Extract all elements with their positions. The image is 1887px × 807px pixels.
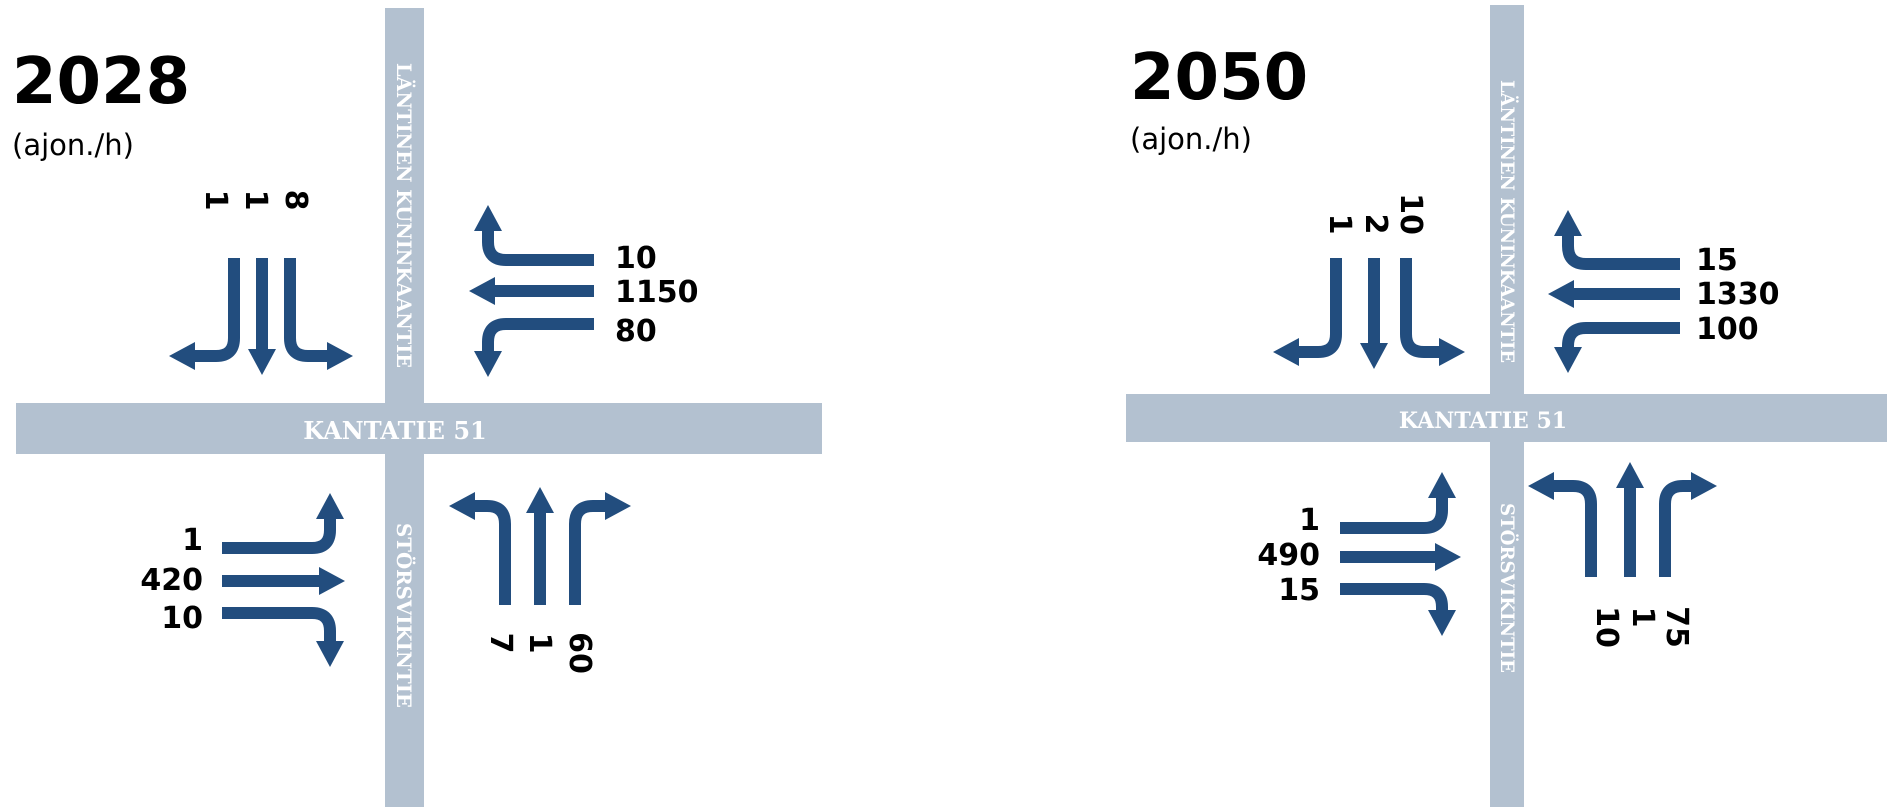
north-approach-arrows: [169, 258, 353, 375]
volume-label: 15: [1696, 243, 1738, 278]
south-approach-volumes: 7 1 60: [483, 632, 597, 674]
east-approach-volumes: 15 1330 100: [1696, 243, 1780, 347]
volume-label: 10: [1393, 193, 1428, 235]
turn-arrow-icon: [569, 492, 631, 605]
turn-arrow-icon: [169, 258, 240, 370]
unit-label: (ajon./h): [12, 128, 134, 162]
south-approach-arrows: [449, 487, 631, 605]
volume-label: 60: [562, 632, 597, 674]
volume-label: 15: [1278, 573, 1320, 608]
volume-label: 1: [522, 633, 557, 654]
volume-label: 10: [1589, 606, 1624, 648]
intersection-diagram: KANTATIE 51 LÄNTINEN KUNINKAANTIE STÖRSV…: [16, 8, 822, 807]
north-approach-volumes: 1 2 10: [1322, 193, 1428, 235]
west-approach-arrows: [222, 493, 345, 667]
panel-2028: 2028 (ajon./h) KANTATIE 51 LÄNTINEN KUNI…: [0, 0, 830, 807]
volume-label: 1150: [615, 275, 699, 310]
volume-label: 10: [615, 241, 657, 276]
panel-2050: 2050 (ajon./h) KANTATIE 51 LÄNTINEN KUNI…: [1118, 0, 1887, 807]
volume-label: 1: [238, 190, 273, 211]
east-approach-arrows: [469, 205, 594, 377]
volume-label: 1: [182, 523, 203, 558]
turn-arrow-icon: [1554, 210, 1680, 270]
turn-arrow-icon: [1554, 322, 1680, 373]
turn-arrow-icon: [1273, 258, 1342, 366]
turn-arrow-icon: [1659, 472, 1717, 577]
turn-arrow-icon: [1340, 583, 1456, 636]
volume-label: 80: [615, 314, 657, 349]
volume-label: 8: [278, 190, 313, 211]
turn-arrow-icon: [449, 492, 511, 605]
crossing-road: [385, 8, 424, 807]
turn-arrow-icon: [222, 607, 344, 667]
volume-label: 420: [140, 563, 203, 598]
volume-label: 490: [1257, 538, 1320, 573]
turn-arrow-icon: [1340, 472, 1456, 534]
crossing-road: [1490, 5, 1524, 807]
volume-label: 2: [1358, 214, 1393, 235]
volume-label: 1: [1322, 214, 1357, 235]
volume-label: 7: [483, 633, 518, 654]
year-title: 2050: [1130, 41, 1309, 115]
south-road-label: STÖRSVIKINTIE: [392, 523, 417, 708]
turn-arrow-icon: [1528, 472, 1597, 577]
south-approach-arrows: [1528, 462, 1717, 577]
volume-label: 100: [1696, 312, 1759, 347]
year-title: 2028: [12, 45, 191, 119]
east-approach-arrows: [1548, 210, 1680, 373]
west-approach-volumes: 1 490 15: [1257, 503, 1320, 608]
turn-arrow-icon: [474, 205, 594, 266]
south-road-label: STÖRSVIKINTIE: [1496, 503, 1519, 673]
volume-label: 10: [161, 601, 203, 636]
volume-label: 1330: [1696, 277, 1780, 312]
turn-arrow-icon: [1400, 258, 1465, 366]
turn-arrow-icon: [474, 318, 594, 377]
volume-label: 75: [1659, 606, 1694, 648]
north-approach-arrows: [1273, 258, 1465, 369]
main-road-label: KANTATIE 51: [303, 416, 486, 445]
north-road-label: LÄNTINEN KUNINKAANTIE: [392, 63, 416, 368]
west-approach-arrows: [1340, 472, 1461, 636]
volume-label: 1: [198, 190, 233, 211]
south-approach-volumes: 10 1 75: [1589, 606, 1694, 648]
main-road-label: KANTATIE 51: [1399, 408, 1567, 434]
intersection-diagram: KANTATIE 51 LÄNTINEN KUNINKAANTIE STÖRSV…: [1126, 5, 1887, 807]
turn-arrow-icon: [284, 258, 353, 370]
west-approach-volumes: 1 420 10: [140, 523, 203, 636]
unit-label: (ajon./h): [1130, 122, 1252, 156]
north-road-label: LÄNTINEN KUNINKAANTIE: [1496, 80, 1519, 363]
east-approach-volumes: 10 1150 80: [615, 241, 699, 349]
volume-label: 1: [1299, 503, 1320, 538]
turn-arrow-icon: [222, 493, 344, 554]
north-approach-volumes: 1 1 8: [198, 190, 313, 211]
volume-label: 1: [1625, 607, 1660, 628]
